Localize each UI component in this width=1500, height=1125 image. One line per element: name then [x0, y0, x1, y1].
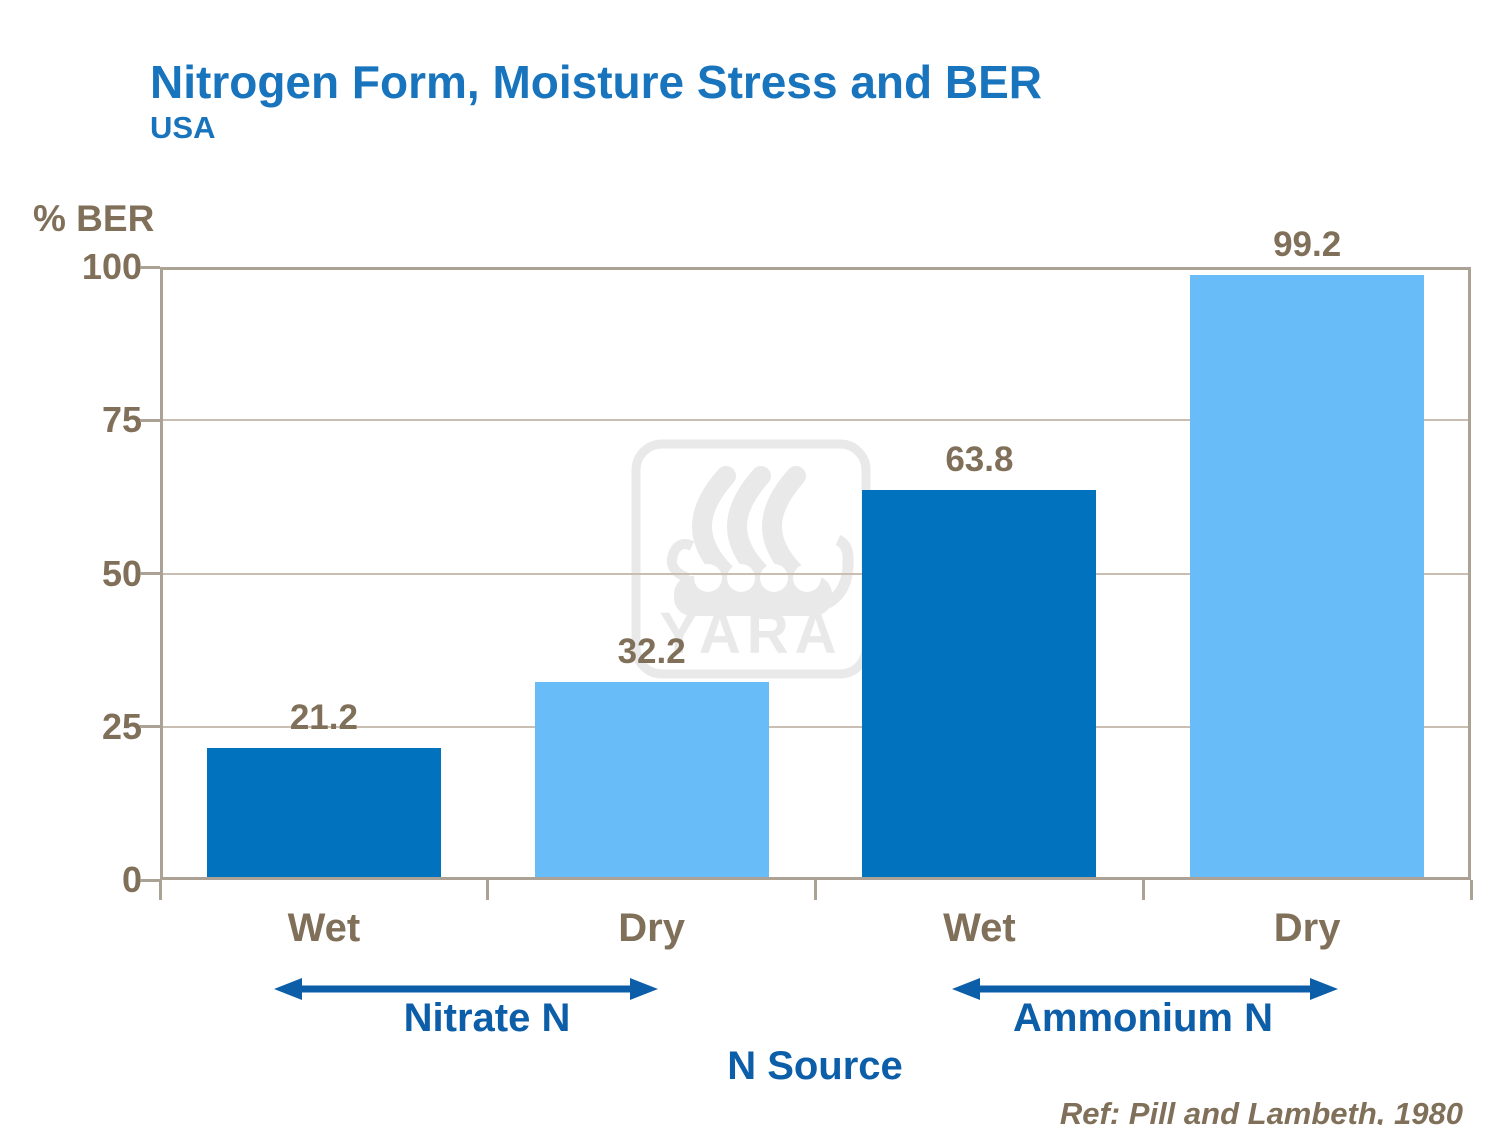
x-axis-label: N Source: [727, 1044, 903, 1088]
bar-wet-2: [862, 489, 1097, 877]
nitrate-range-arrow: [272, 976, 660, 1002]
gridline-50: [163, 572, 1468, 575]
y-tick-mark: [140, 418, 160, 422]
watermark-text: YARA: [659, 601, 842, 666]
category-label-dry-1: Dry: [618, 906, 685, 950]
yara-logo-watermark: YARA: [631, 439, 871, 679]
group-label-nitrate: Nitrate N: [403, 996, 571, 1040]
x-tick-mark: [1469, 880, 1473, 900]
bar-wet-0: [206, 748, 441, 877]
reference-text: Ref: Pill and Lambeth, 1980: [1059, 1096, 1463, 1125]
category-label-dry-3: Dry: [1273, 906, 1341, 950]
x-tick-mark: [1141, 880, 1145, 900]
y-tick-label-0: 0: [121, 859, 142, 900]
gridline-25: [163, 725, 1468, 728]
bar-value-label: 21.2: [289, 698, 358, 738]
gridline-75: [163, 419, 1468, 422]
y-tick-label-75: 75: [101, 399, 142, 441]
y-tick-mark: [140, 725, 160, 729]
bar-dry-3: [1190, 274, 1425, 877]
bar-value-label: 63.8: [945, 439, 1014, 479]
x-tick-mark: [158, 880, 162, 900]
chart-subtitle: USA: [150, 110, 216, 145]
y-tick-label-25: 25: [101, 705, 142, 747]
y-axis-label: % BER: [33, 198, 155, 239]
category-label-wet-2: Wet: [943, 906, 1016, 950]
plot-area: YARA 21.2 32.2 63.8 99.2: [160, 225, 1471, 880]
y-tick-mark: [140, 572, 160, 575]
bar-value-label: 32.2: [617, 631, 686, 671]
y-tick-label-50: 50: [101, 552, 142, 594]
ammonium-range-arrow: [950, 976, 1340, 1002]
bar-value-label: 99.2: [1273, 224, 1342, 264]
x-tick-mark: [486, 880, 490, 900]
y-tick-label-100: 100: [81, 246, 142, 287]
group-label-ammonium: Ammonium N: [1013, 996, 1273, 1040]
x-tick-mark: [814, 880, 817, 900]
y-tick-mark: [140, 878, 160, 882]
chart-title: Nitrogen Form, Moisture Stress and BER: [150, 56, 1043, 108]
bar-dry-1: [534, 681, 769, 877]
category-label-wet-0: Wet: [287, 906, 361, 950]
y-tick-mark: [140, 265, 160, 269]
